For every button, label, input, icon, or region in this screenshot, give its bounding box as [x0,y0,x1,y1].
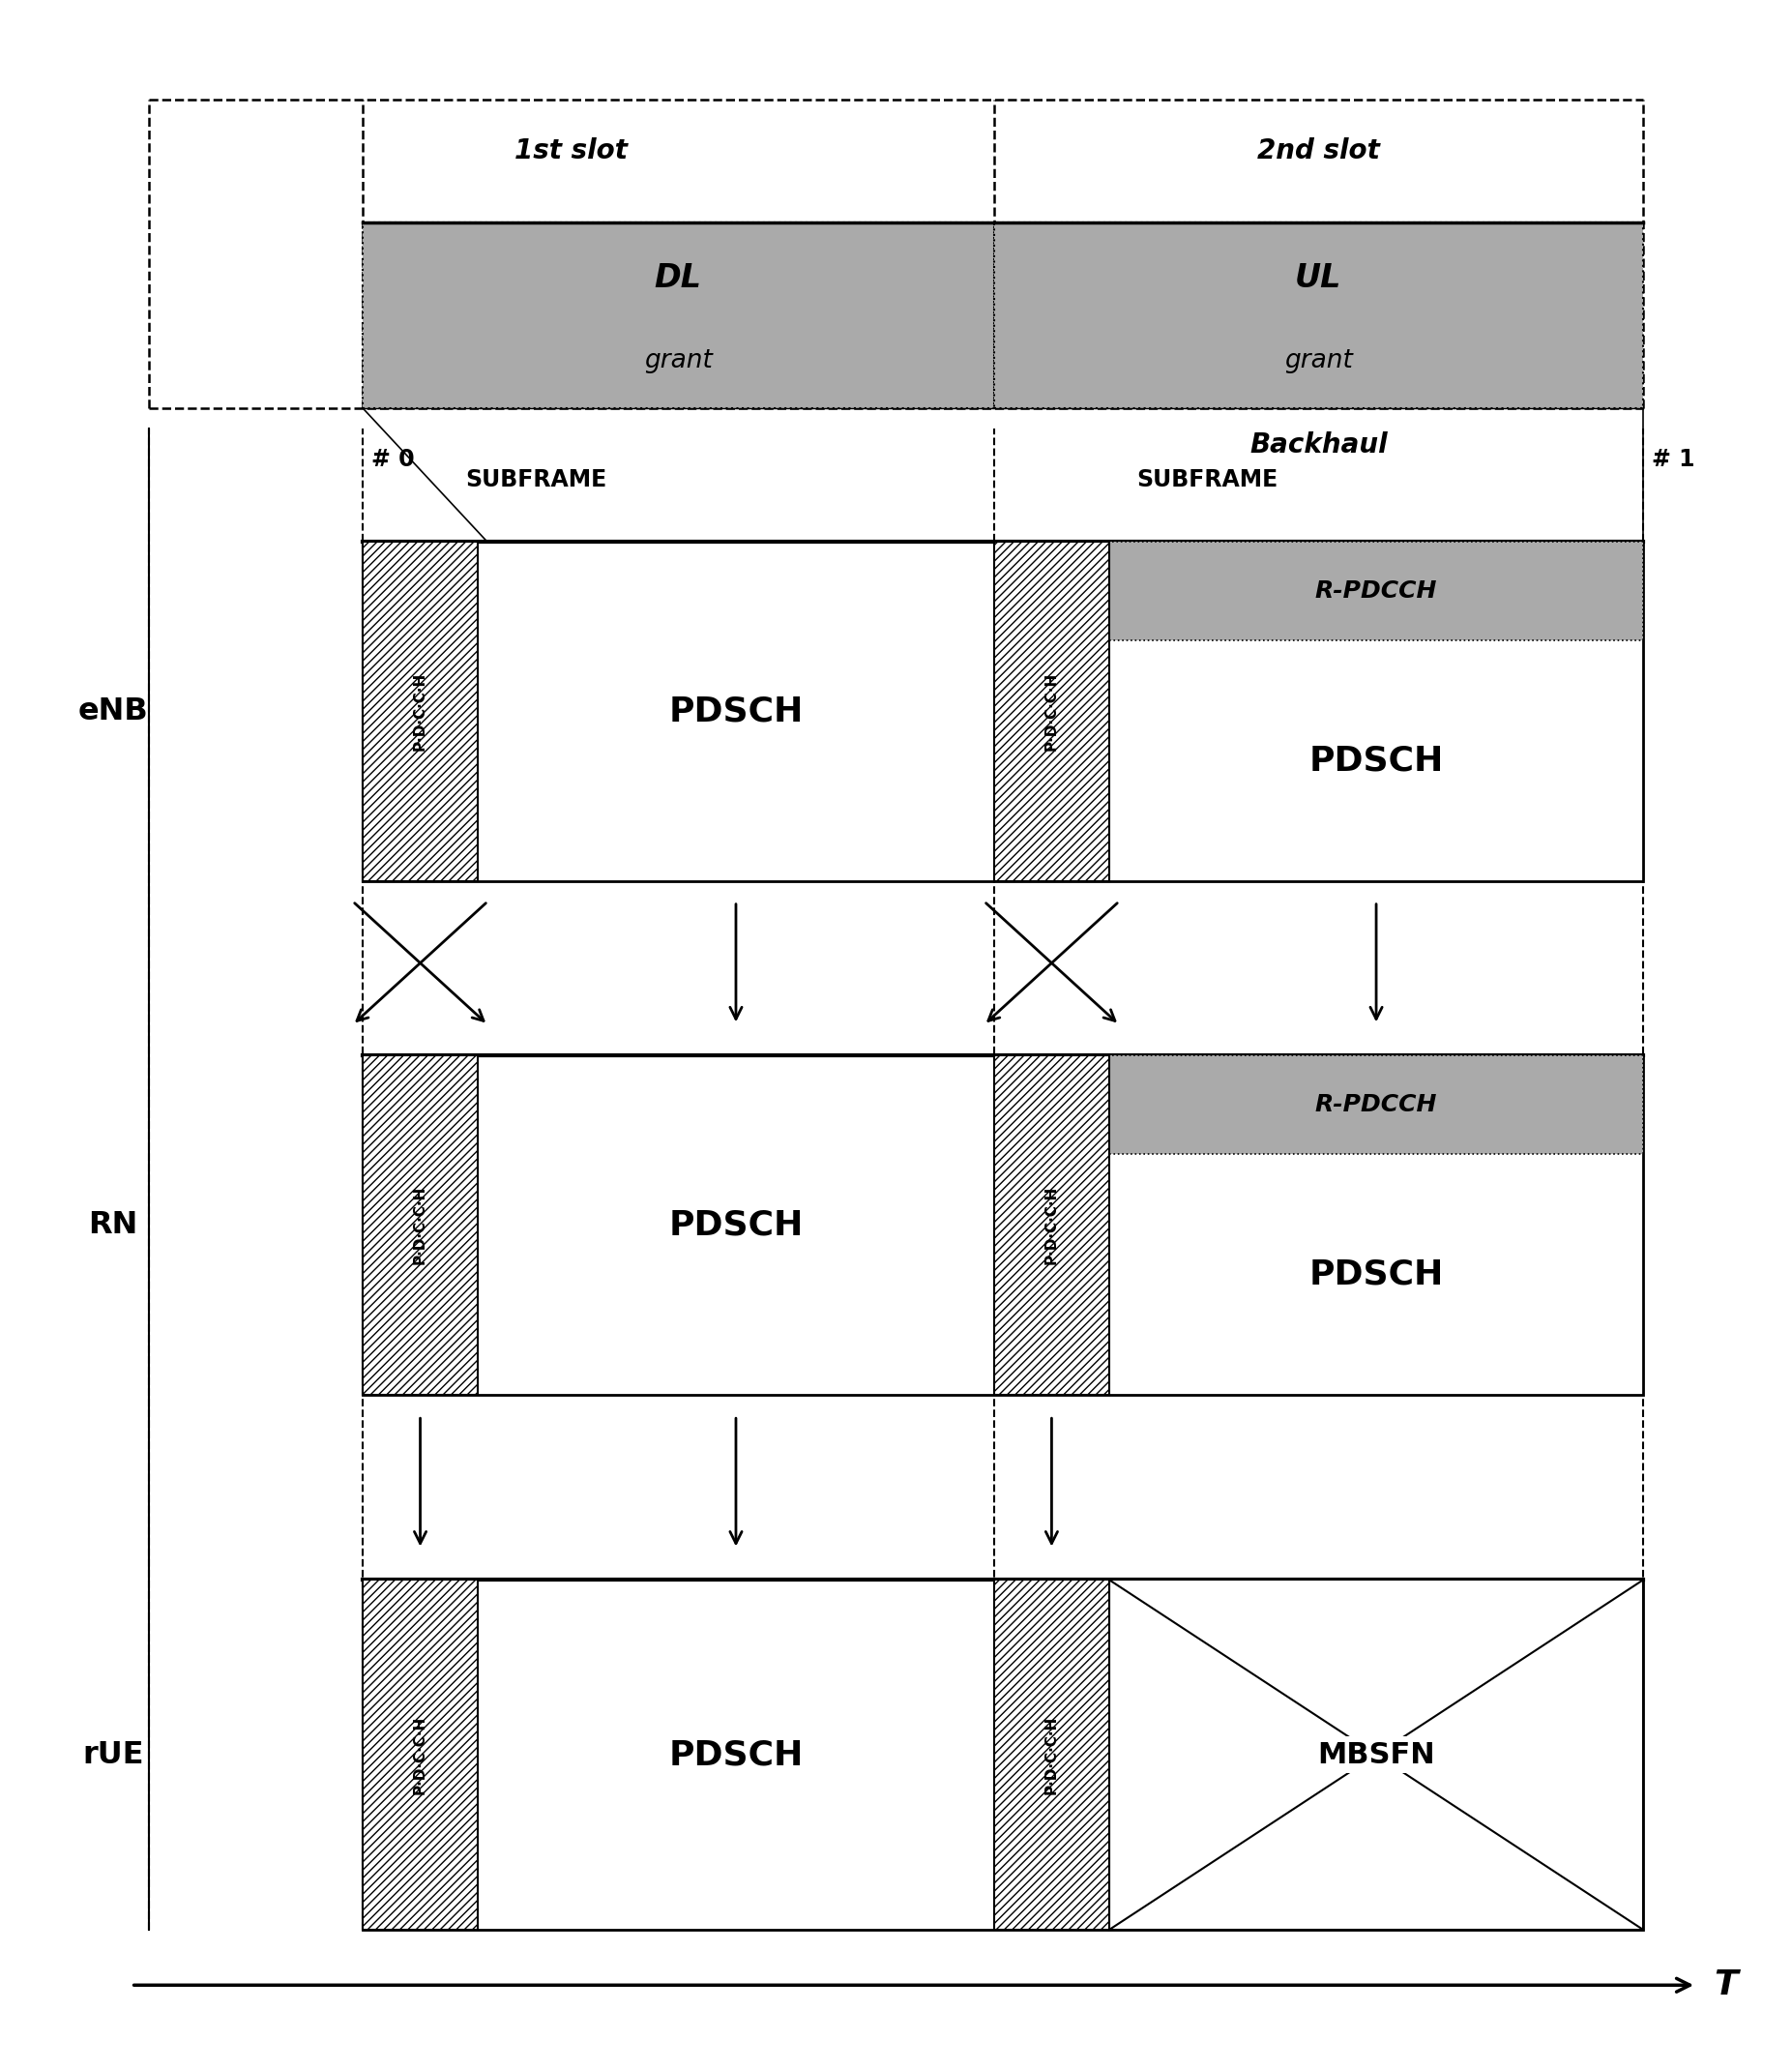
Text: DL: DL [654,263,702,294]
Bar [1109,1056,1643,1155]
Text: PDSCH: PDSCH [668,696,803,727]
Bar [1109,542,1643,640]
Text: PDSCH: PDSCH [1308,743,1444,776]
Text: R-PDCCH: R-PDCCH [1315,1093,1437,1116]
Bar [362,1579,478,1929]
Text: R-PDCCH: R-PDCCH [1315,580,1437,602]
Bar [362,542,478,880]
Text: P·D·C·C·H: P·D·C·C·H [1045,673,1059,751]
Text: grant: grant [1285,348,1353,373]
Text: SUBFRAME: SUBFRAME [466,468,606,491]
Text: P·D·C·C·H: P·D·C·C·H [412,1186,428,1265]
Text: MBSFN: MBSFN [1317,1741,1435,1770]
Text: grant: grant [643,348,713,373]
Text: Backhaul: Backhaul [1249,431,1387,457]
Text: rUE: rUE [82,1739,143,1770]
Bar [995,542,1109,880]
Text: 2nd slot: 2nd slot [1256,137,1380,164]
Text: PDSCH: PDSCH [668,1209,803,1242]
Bar [995,1579,1109,1929]
Text: SUBFRAME: SUBFRAME [1136,468,1278,491]
Text: # 0: # 0 [371,447,414,470]
Text: PDSCH: PDSCH [1308,1259,1444,1292]
Bar [362,1056,478,1395]
Bar [995,1056,1109,1395]
Text: T: T [1715,1969,1738,2002]
Text: P·D·C·C·H: P·D·C·C·H [1045,1186,1059,1265]
Bar [995,224,1643,408]
Text: 1st slot: 1st slot [514,137,627,164]
Bar [362,1579,1643,1929]
Text: # 1: # 1 [1652,447,1695,470]
Bar [362,542,1643,880]
Bar [362,224,995,408]
Text: P·D·C·C·H: P·D·C·C·H [412,1716,428,1795]
Text: RN: RN [88,1211,138,1240]
Bar [362,1056,1643,1395]
Text: eNB: eNB [79,696,149,727]
Text: P·D·C·C·H: P·D·C·C·H [412,673,428,751]
Text: PDSCH: PDSCH [668,1739,803,1772]
Text: UL: UL [1296,263,1342,294]
Bar [1109,1579,1643,1929]
Text: P·D·C·C·H: P·D·C·C·H [1045,1716,1059,1795]
